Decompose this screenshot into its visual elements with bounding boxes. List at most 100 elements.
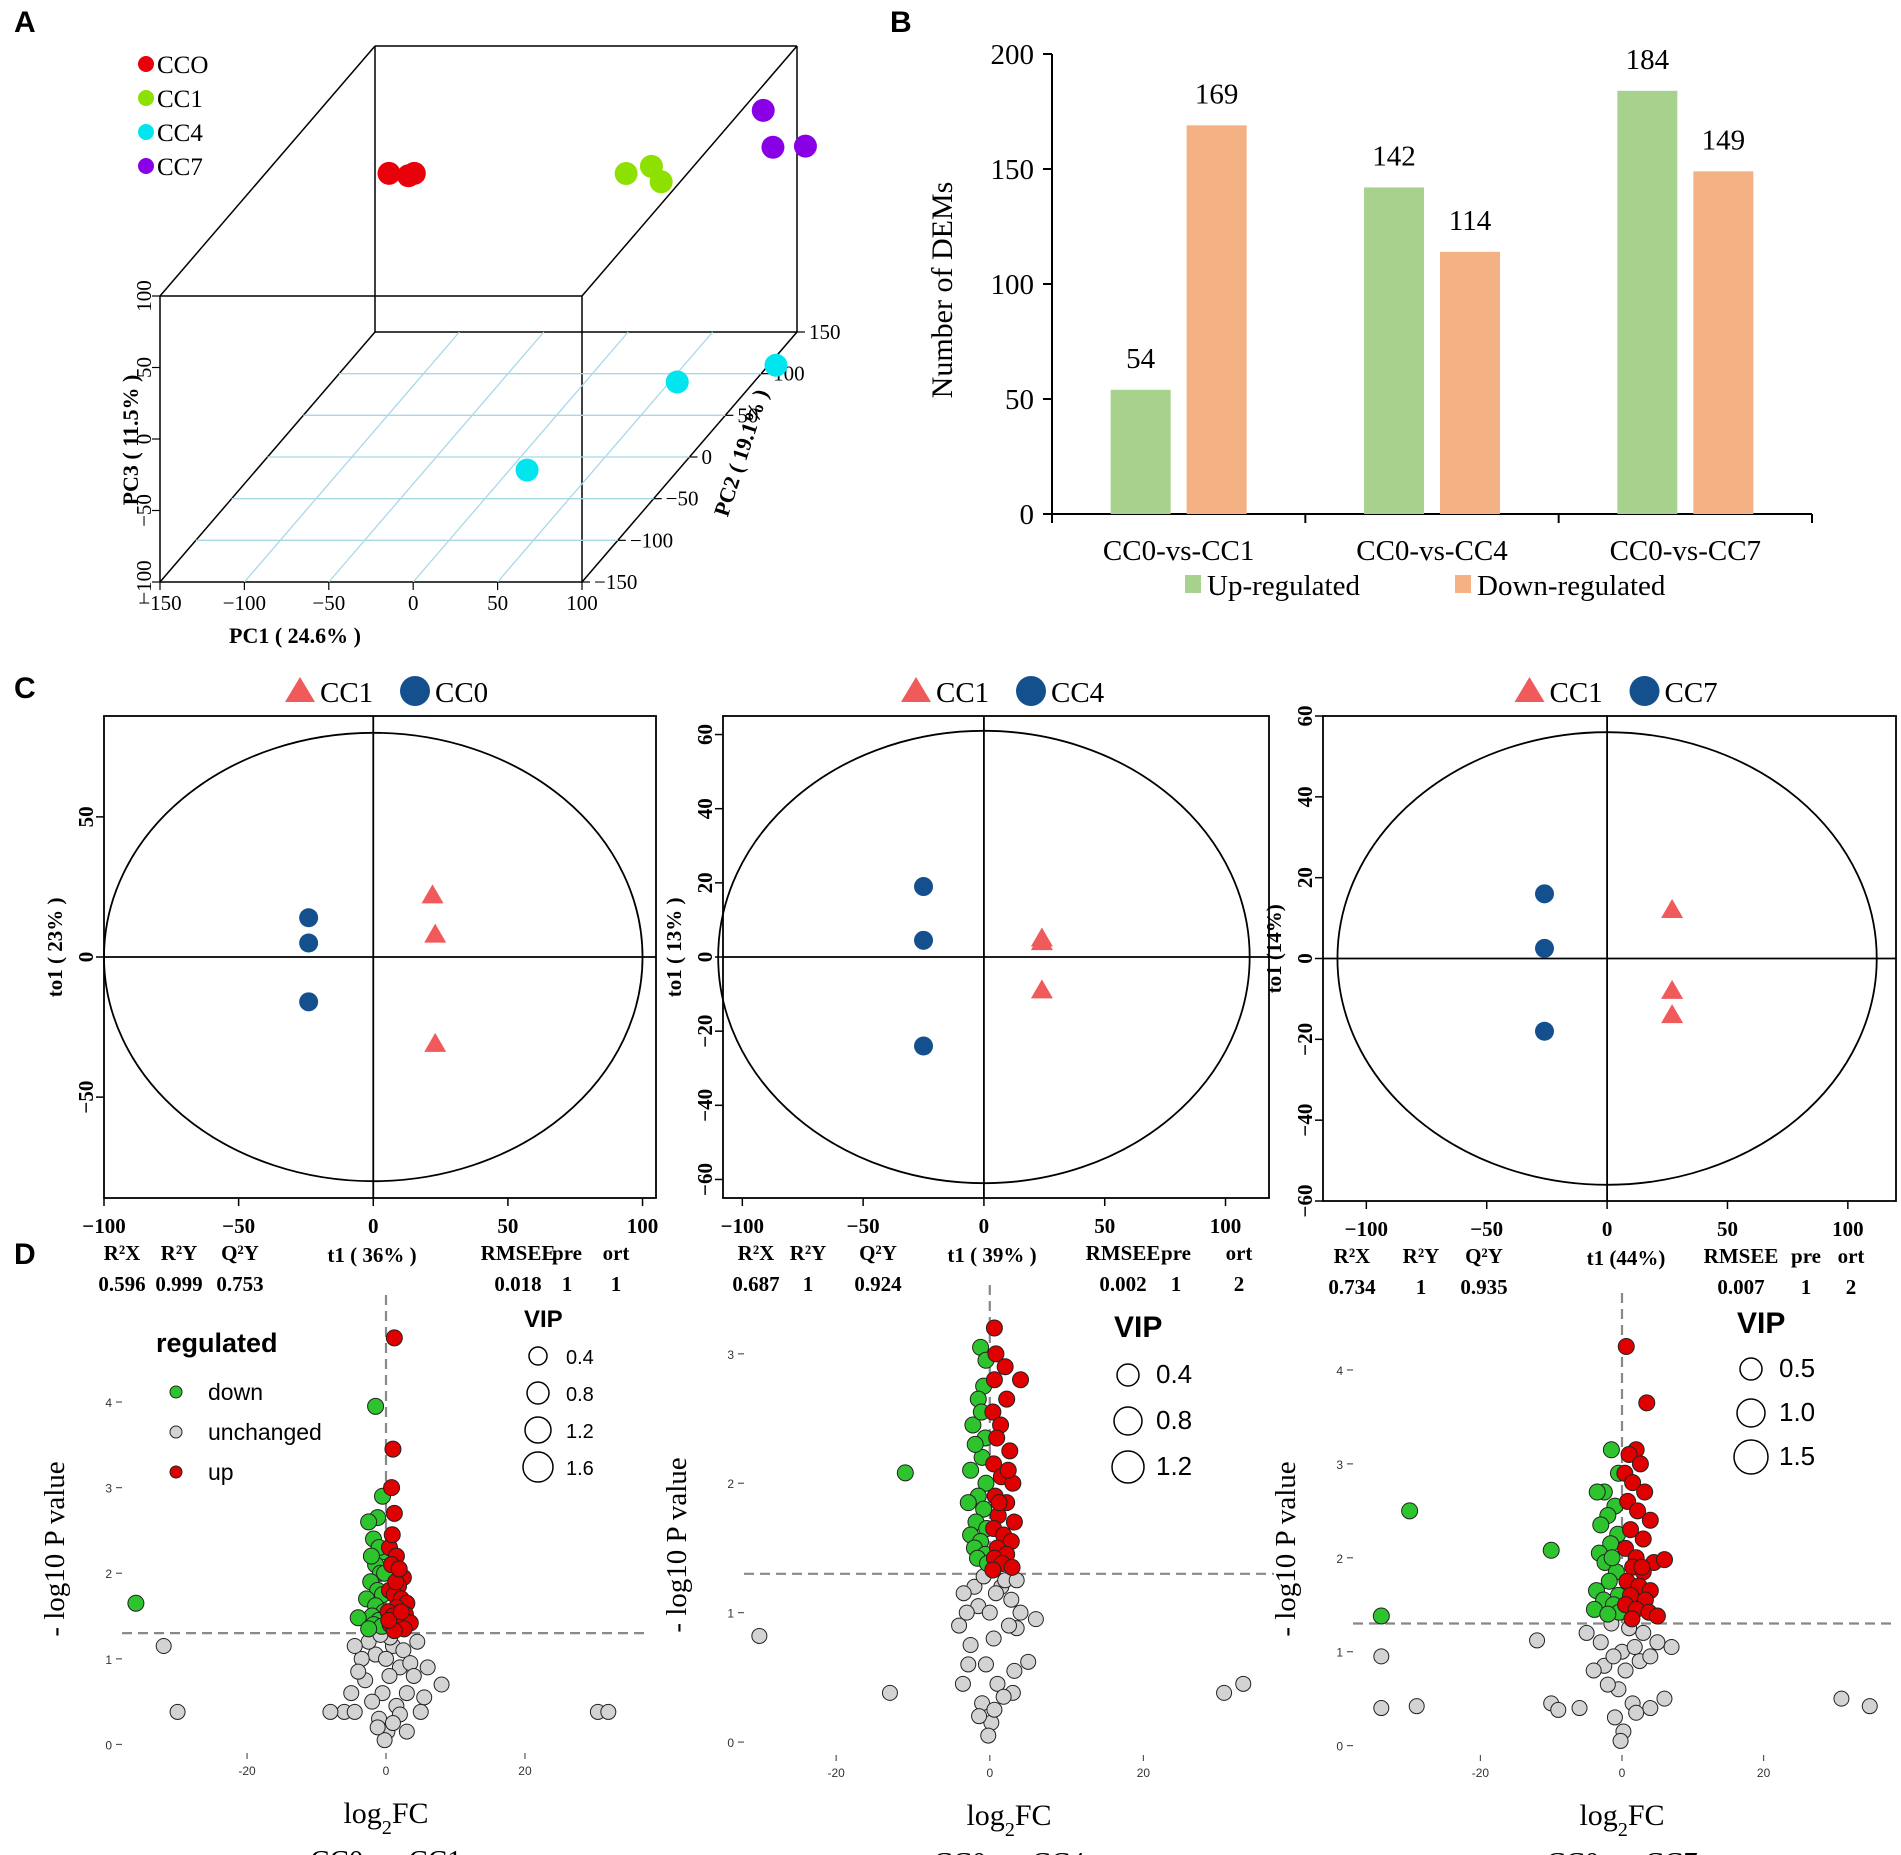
stats-value: 0.596 <box>98 1272 145 1296</box>
y-axis-title: to1 (14%) <box>1262 904 1286 993</box>
legend-label-cc0: CC0 <box>435 677 488 709</box>
legend-label-cc1: CC1 <box>1550 677 1603 709</box>
x-axis-tick-label: 0 <box>1602 1217 1613 1241</box>
sample-point-cc1 <box>1661 979 1684 999</box>
legend-marker-cc1 <box>1514 677 1545 702</box>
volcano-point-unchanged <box>1006 1662 1023 1679</box>
volcano-point-unchanged <box>1628 1704 1645 1721</box>
x-axis-tick-label: 50 <box>1094 1214 1115 1238</box>
vip-legend-marker <box>1736 1398 1766 1428</box>
volcano-point-up <box>384 1440 402 1458</box>
stats-value: 0.999 <box>155 1272 202 1296</box>
x-axis-title-part: log <box>1579 1799 1617 1832</box>
volcano-point-unchanged <box>1612 1732 1629 1749</box>
volcano-point-down <box>1599 1605 1617 1623</box>
panel-letter-b: B <box>890 6 912 39</box>
stats-header: ort <box>1838 1244 1865 1268</box>
bar-up-regulated <box>1110 389 1171 514</box>
stats-header: RMSEE <box>1704 1244 1779 1268</box>
y-axis-tick-label: −50 <box>666 487 699 511</box>
vip-legend-marker <box>528 1346 548 1366</box>
y-axis-tick-label: 3 <box>105 1482 112 1496</box>
legend-label-cc1: CC1 <box>157 86 203 113</box>
x-axis-tick-label: 100 <box>1832 1217 1864 1241</box>
y-axis-tick-label: 0 <box>1293 953 1317 964</box>
volcano-point-unchanged <box>960 1656 977 1673</box>
legend-label-cc4: CC4 <box>1051 677 1105 709</box>
volcano-point-unchanged <box>346 1638 363 1654</box>
bar-down-regulated <box>1693 171 1754 515</box>
volcano-point-unchanged <box>1003 1591 1020 1608</box>
legend-label-cc7: CC7 <box>157 154 203 181</box>
regulated-legend-marker-unchanged <box>169 1425 183 1439</box>
volcano-point-up <box>1621 1521 1639 1539</box>
y-axis-tick-label: 100 <box>991 269 1035 301</box>
volcano-point-up <box>1634 1530 1652 1548</box>
sample-point-cc4 <box>914 877 934 897</box>
volcano-point-up <box>385 1329 403 1347</box>
plot-title: CC0-vs-CC1 <box>310 1845 461 1855</box>
x-axis-tick-label: −100 <box>82 1214 125 1238</box>
vip-legend-marker <box>522 1451 554 1483</box>
pca-point-cc7 <box>751 98 775 122</box>
sample-point-cc1 <box>424 923 447 943</box>
vip-legend-label: 1.0 <box>1779 1397 1815 1427</box>
y-axis-tick-label: 1 <box>1336 1646 1343 1660</box>
volcano-point-down <box>349 1609 367 1627</box>
sample-point-cc7 <box>1534 938 1554 958</box>
volcano-point-unchanged <box>989 1675 1006 1692</box>
vip-legend-marker <box>1116 1363 1140 1387</box>
y-axis-tick-label: 0 <box>74 952 98 963</box>
volcano-point-unchanged <box>1626 1639 1643 1655</box>
stats-value: 0.935 <box>1460 1275 1507 1299</box>
volcano-point-unchanged <box>954 1675 971 1692</box>
x-axis-category-label: CC0-vs-CC7 <box>1610 535 1761 567</box>
regulated-legend-title: regulated <box>156 1328 278 1358</box>
vip-legend-label: 0.8 <box>566 1384 594 1406</box>
volcano-point-unchanged <box>977 1656 994 1673</box>
legend-marker-cc7 <box>138 158 154 174</box>
y-axis-tick-label: 200 <box>991 39 1035 71</box>
z-axis-tick-label: 50 <box>132 357 156 378</box>
y-axis-title: - log10 P value <box>39 1461 71 1636</box>
volcano-point-unchanged <box>1529 1632 1546 1649</box>
volcano-point-unchanged <box>374 1685 391 1702</box>
stats-value: 1 <box>562 1272 573 1296</box>
y-axis-tick-label: −150 <box>594 570 637 594</box>
y-axis-tick-label: 0 <box>693 952 717 963</box>
y-axis-tick-label: 40 <box>693 798 717 819</box>
volcano-point-unchanged <box>376 1732 393 1749</box>
vip-legend-title: VIP <box>1114 1311 1162 1344</box>
pca-point-cco <box>402 161 426 185</box>
volcano-point-unchanged <box>1642 1700 1659 1717</box>
volcano-point-down <box>1372 1607 1390 1625</box>
stats-header: R²Y <box>1403 1244 1440 1268</box>
volcano-point-unchanged <box>981 1604 998 1621</box>
volcano-point-up <box>996 1358 1014 1376</box>
x-axis-tick-label: 20 <box>518 1764 532 1778</box>
legend-label-cc4: CC4 <box>157 120 203 147</box>
stats-value: 0.002 <box>1099 1272 1146 1296</box>
volcano-point-unchanged <box>1550 1701 1567 1718</box>
y-axis-tick-label: 150 <box>809 320 841 344</box>
x-axis-title: t1 (44%) <box>1587 1246 1666 1270</box>
regulated-legend-label-down: down <box>208 1379 263 1405</box>
volcano-point-up <box>1617 1539 1635 1557</box>
volcano-point-unchanged <box>1635 1624 1652 1641</box>
y-axis-tick-label: 3 <box>1336 1458 1343 1472</box>
volcano-point-unchanged <box>986 1701 1003 1718</box>
y-axis-title: Number of DEMs <box>926 182 959 399</box>
volcano-point-unchanged <box>350 1663 367 1680</box>
x-axis-category-label: CC0-vs-CC4 <box>1356 535 1508 567</box>
legend-marker-cc4 <box>1016 676 1046 706</box>
legend-marker-cco <box>138 56 154 72</box>
stats-value: 0.687 <box>732 1272 779 1296</box>
y-axis-tick-label: 60 <box>1293 706 1317 727</box>
volcano-point-unchanged <box>416 1689 433 1706</box>
volcano-point-down <box>1542 1541 1560 1559</box>
x-axis-tick-label: 0 <box>1619 1766 1626 1780</box>
